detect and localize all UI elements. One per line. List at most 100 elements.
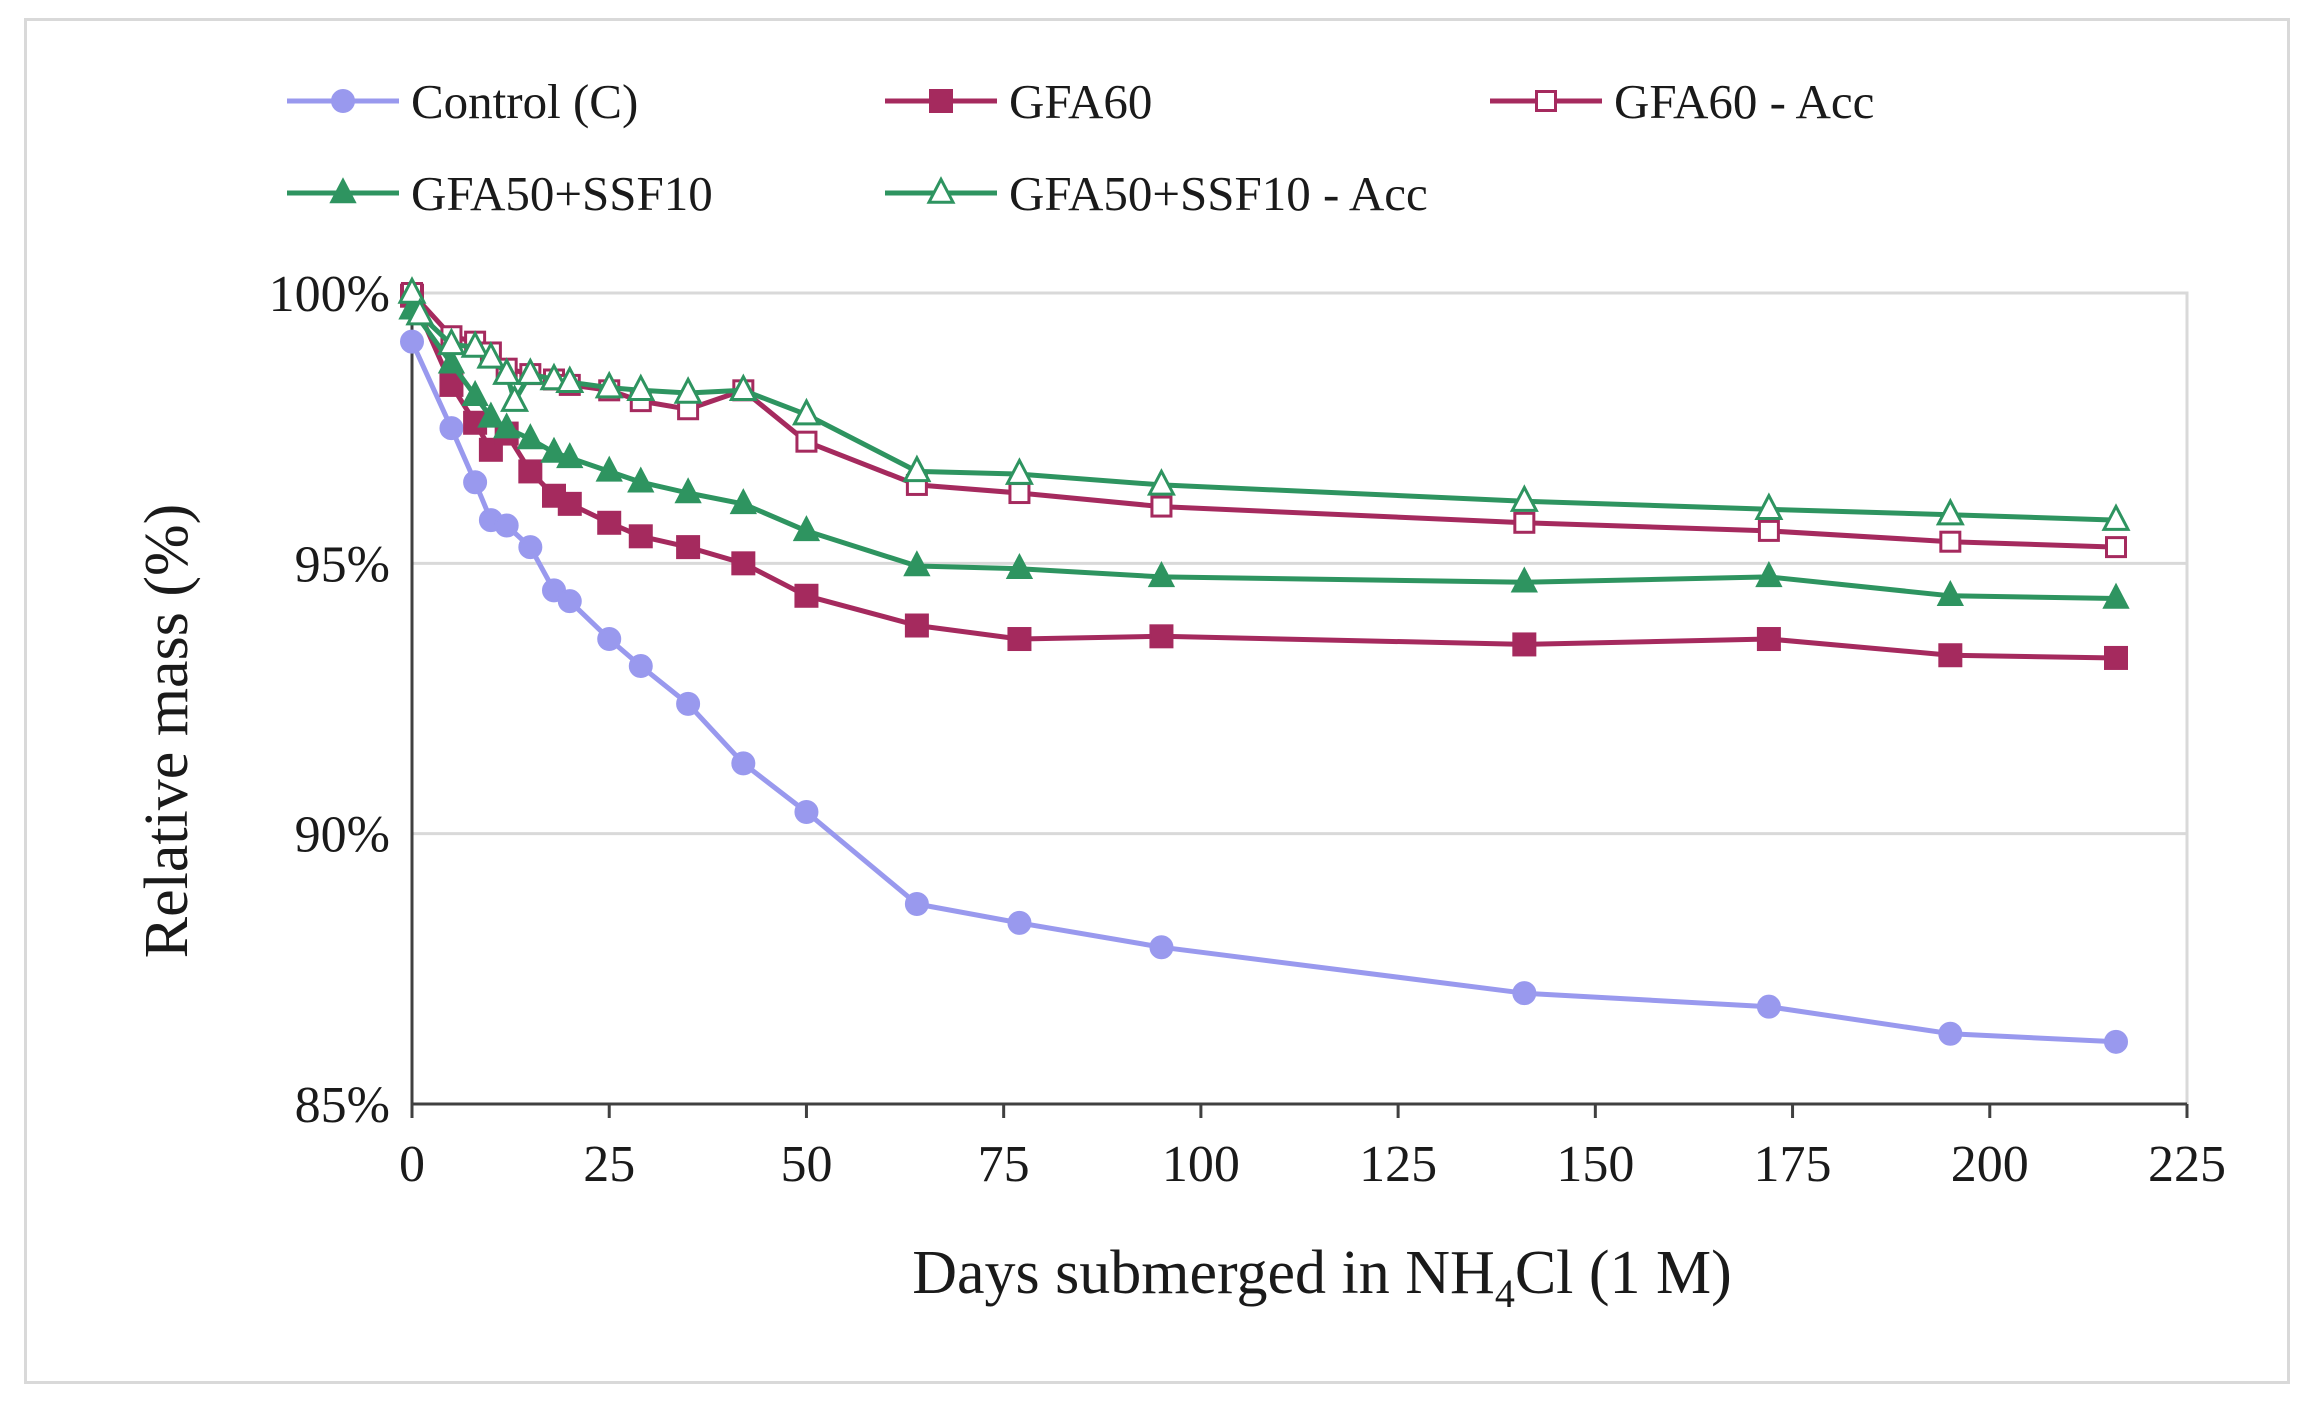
series-gfa60: [400, 283, 2128, 670]
data-point-gfa50-ssf10: [540, 436, 568, 463]
data-point-gfa60: [518, 459, 543, 484]
data-point-gfa50-ssf10-acc: [500, 384, 530, 412]
data-point-gfa50-ssf10-acc: [476, 341, 506, 369]
data-point-gfa50-ssf10: [2102, 582, 2130, 609]
x-tick-labels: 0 25 50 75 100 125 150 175 200 225: [399, 1136, 2226, 1193]
data-point-gfa50-ssf10-acc: [2101, 503, 2131, 531]
legend-item-gfa60-acc: GFA60 - Acc: [1490, 74, 1874, 129]
x-tick-label: 75: [978, 1136, 1030, 1193]
data-point-gfa50-ssf10-acc: [397, 276, 427, 304]
data-point-control-c: [400, 329, 424, 354]
data-point-gfa50-ssf10-acc: [1146, 468, 1176, 496]
legend: Control (C) GFA60 GFA60 - Acc GFA50+SSF10 GF…: [287, 74, 1874, 221]
data-point-control-c: [557, 589, 582, 614]
series-gfa60-acc: [401, 282, 2127, 559]
series-gfa50-ssf10: [398, 293, 2130, 609]
data-point-gfa50-ssf10-acc: [728, 373, 758, 402]
legend-label-gfa60: GFA60: [1009, 74, 1152, 129]
data-point-gfa50-ssf10: [903, 550, 931, 577]
data-point-gfa50-ssf10-acc: [492, 357, 522, 385]
data-point-gfa50-ssf10-acc: [1935, 497, 1965, 526]
data-point-gfa50-ssf10-acc: [555, 365, 585, 393]
line-chart: 85%90%95%100% 0 25 50 75 100 125 150 175 200 225 …: [133, 74, 2226, 1316]
data-point-gfa60: [557, 491, 582, 516]
data-point-control-c: [676, 691, 701, 716]
data-point-gfa60-acc: [795, 430, 818, 453]
data-point-gfa50-ssf10: [1147, 561, 1176, 588]
data-point-gfa60-acc: [2105, 536, 2127, 559]
data-point-gfa50-ssf10: [516, 423, 544, 450]
legend-marker-gfa50-ssf10-acc: [926, 176, 956, 204]
x-axis-title: Days submerged in NH4Cl (1 M): [912, 1239, 1732, 1316]
data-point-gfa50-ssf10: [556, 442, 584, 469]
data-point-gfa50-ssf10: [437, 347, 466, 374]
data-point-gfa50-ssf10-acc: [539, 362, 569, 391]
x-tick-label: 150: [1556, 1136, 1634, 1193]
gridlines: [412, 291, 2187, 836]
data-point-gfa60-acc: [1939, 530, 1962, 553]
x-axis-title-suffix: Cl (1 M): [1515, 1239, 1732, 1307]
data-point-control-c: [2104, 1029, 2128, 1054]
data-point-gfa50-ssf10-acc: [1754, 492, 1784, 521]
data-point-gfa50-ssf10-acc: [436, 327, 466, 356]
data-point-gfa50-ssf10-acc: [791, 397, 821, 426]
legend-item-gfa50-ssf10-acc: GFA50+SSF10 - Acc: [885, 166, 1428, 221]
series-line-gfa60: [409, 294, 2117, 661]
data-point-gfa50-ssf10: [1005, 552, 1034, 579]
data-point-gfa60: [597, 510, 622, 535]
legend-marker-gfa60: [929, 89, 953, 113]
data-point-gfa50-ssf10-acc: [673, 376, 703, 404]
x-tick-label: 0: [399, 1136, 425, 1193]
data-point-gfa50-ssf10: [729, 488, 757, 515]
x-tick-label: 100: [1162, 1136, 1240, 1193]
data-point-gfa60-acc: [1757, 519, 1780, 542]
data-point-control-c: [904, 891, 929, 916]
data-point-gfa60: [1149, 624, 1174, 649]
x-tick-label: 125: [1359, 1136, 1437, 1193]
data-point-gfa50-ssf10-acc: [515, 357, 545, 385]
data-point-gfa50-ssf10: [1755, 561, 1783, 588]
x-axis-title-prefix: Days submerged in NH: [912, 1239, 1495, 1307]
legend-label-gfa60-acc: GFA60 - Acc: [1614, 74, 1874, 129]
data-point-gfa60-acc: [1008, 482, 1031, 505]
y-tick-labels: 85% 90% 95% 100%: [269, 266, 390, 1134]
x-tick-label: 175: [1754, 1136, 1832, 1193]
data-point-gfa60: [1512, 632, 1537, 657]
data-point-gfa60: [676, 535, 701, 560]
data-point-gfa50-ssf10: [493, 412, 521, 439]
legend-marker-control-c: [331, 89, 355, 113]
data-point-gfa50-ssf10: [461, 379, 489, 406]
data-point-gfa50-ssf10-acc: [626, 373, 656, 402]
data-point-gfa50-ssf10: [1936, 579, 1964, 607]
legend-label-gfa50-ssf10-acc: GFA50+SSF10 - Acc: [1009, 166, 1428, 221]
data-point-gfa60: [628, 524, 653, 549]
data-point-control-c: [1149, 935, 1174, 960]
data-point-gfa60: [1756, 627, 1781, 652]
data-point-gfa60: [794, 583, 819, 608]
data-point-gfa60: [1938, 643, 1963, 668]
x-tick-label: 225: [2148, 1136, 2226, 1193]
y-tick-label: 85%: [295, 1077, 390, 1134]
data-point-gfa60-acc: [1150, 495, 1173, 518]
series-line-control-c: [409, 340, 2117, 1045]
x-tick-label: 50: [780, 1136, 832, 1193]
data-point-control-c: [628, 654, 653, 679]
data-point-control-c: [463, 470, 488, 495]
data-point-gfa50-ssf10-acc: [902, 454, 932, 483]
legend-item-gfa60: GFA60: [885, 74, 1152, 129]
y-tick-label: 95%: [295, 536, 390, 593]
y-tick-label: 90%: [295, 807, 390, 864]
x-tick-label: 25: [583, 1136, 635, 1193]
axes: [410, 291, 2189, 1118]
data-point-gfa50-ssf10: [792, 515, 821, 542]
data-point-gfa50-ssf10: [595, 455, 623, 482]
data-point-control-c: [1512, 981, 1537, 1006]
data-point-control-c: [494, 513, 519, 538]
legend-label-gfa50-ssf10: GFA50+SSF10: [411, 166, 713, 221]
data-point-control-c: [439, 416, 464, 441]
data-point-gfa50-ssf10-acc: [405, 297, 435, 326]
data-point-control-c: [1756, 994, 1781, 1019]
series: [397, 276, 2131, 1054]
legend-item-control-c: Control (C): [287, 74, 638, 129]
legend-label-control-c: Control (C): [411, 74, 638, 129]
